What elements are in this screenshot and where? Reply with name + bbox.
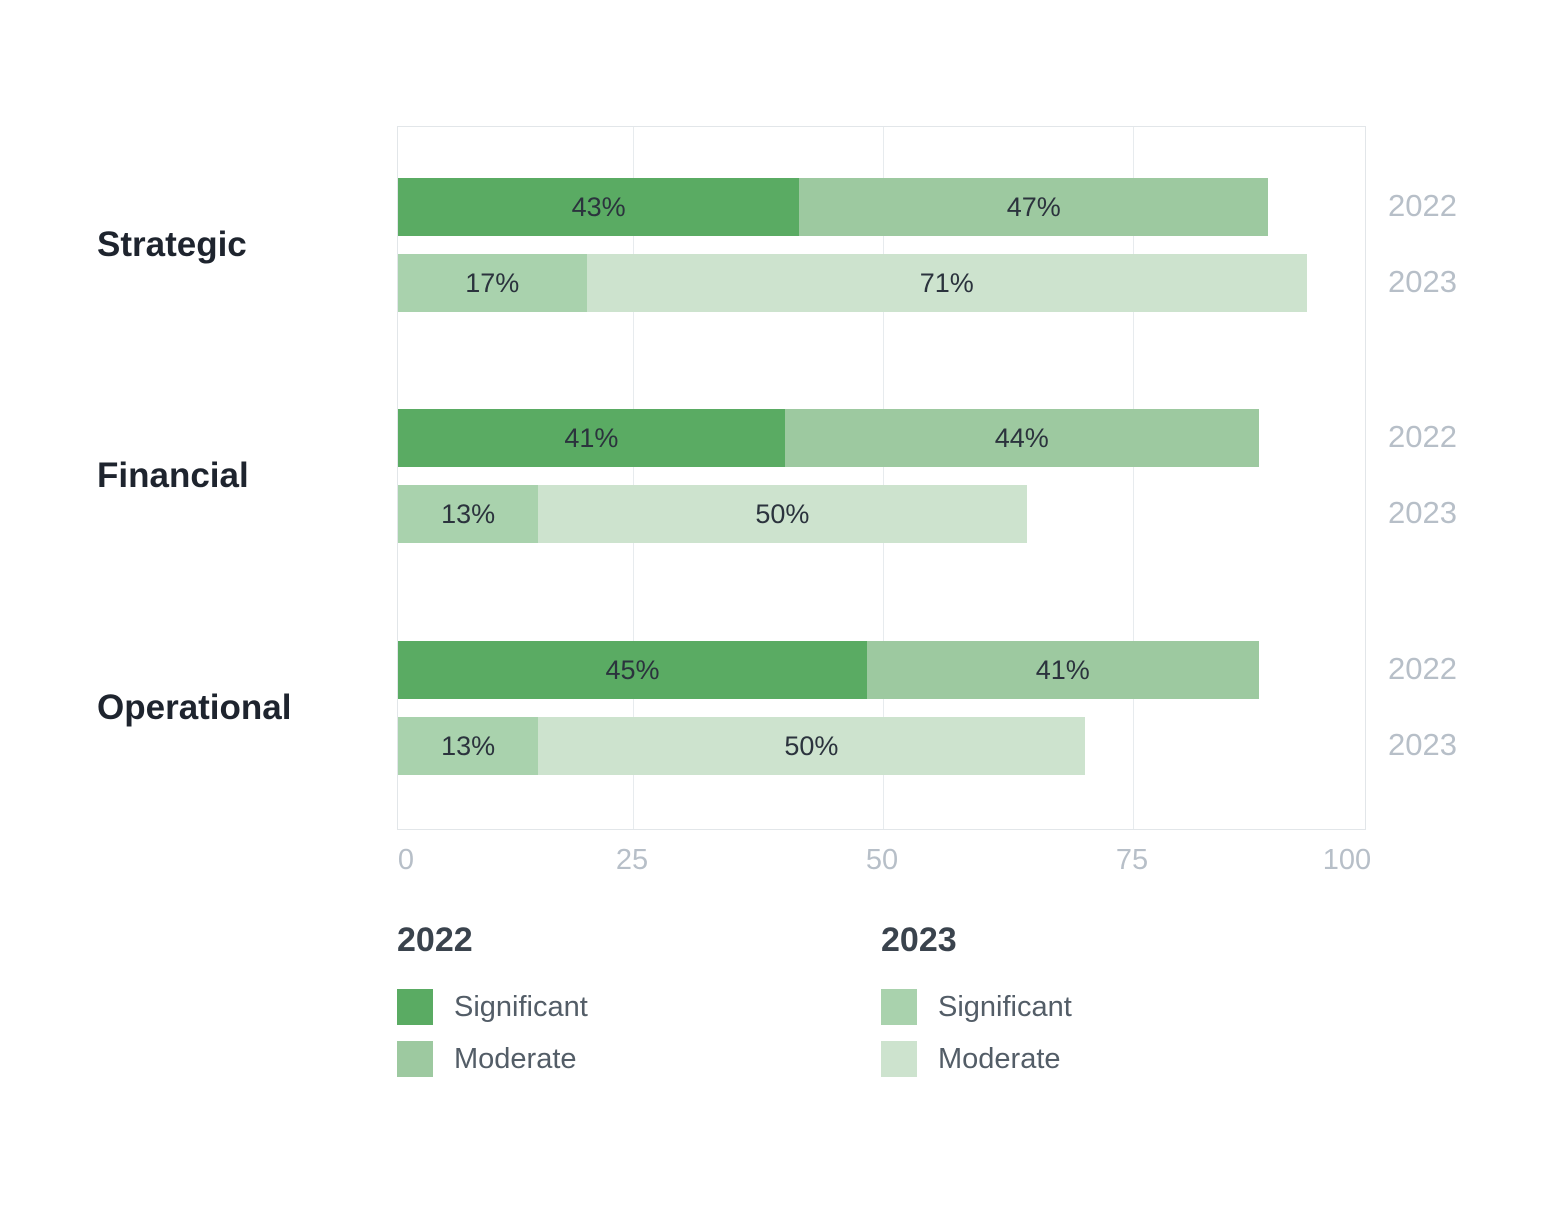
x-tick-label: 50 [865,844,899,876]
bar-segment-label: 41% [564,422,619,453]
bar-segment: 45% [398,641,867,699]
legend-item-label: Significant [454,990,588,1023]
legend-group-title: 2022 [397,921,473,959]
bar-row: 13% 50% [398,485,1365,543]
bar-segment: 47% [799,178,1269,236]
x-tick-label: 100 [1322,844,1372,876]
bar-row: 43% 47% [398,178,1365,236]
bar-segment: 41% [398,409,785,467]
legend-swatch [397,989,433,1025]
bar-row: 41% 44% [398,409,1365,467]
x-tick-label: 25 [615,844,649,876]
year-label: 2022 [1388,419,1457,454]
legend-item: Significant [397,989,588,1025]
year-label: 2022 [1388,651,1457,686]
category-label: Financial [97,456,249,495]
bar-segment-label: 71% [919,267,974,298]
bar-segment-label: 13% [441,730,496,761]
bar-segment: 13% [398,717,539,775]
legend-item: Moderate [881,1041,1072,1077]
category-label: Strategic [97,225,247,264]
legend-group: 2022 Significant Moderate [397,922,588,1093]
bar-segment-label: 17% [465,267,520,298]
legend-item: Significant [881,989,1072,1025]
plot-area: 43% 47% 17% 71% 41% 44% 13% 50% 45% 41% 13% 50% [397,126,1366,830]
year-label: 2023 [1388,727,1457,762]
legend-swatch [397,1041,433,1077]
category-label: Operational [97,688,292,727]
bar-segment: 17% [398,254,587,312]
year-label: 2023 [1388,495,1457,530]
legend-item: Moderate [397,1041,588,1077]
bar-segment-label: 47% [1006,191,1061,222]
legend-item-label: Significant [938,990,1072,1023]
bar-segment: 43% [398,178,800,236]
legend-swatch [881,989,917,1025]
bar-segment-label: 41% [1035,654,1090,685]
bar-segment-label: 45% [605,654,660,685]
bar-segment-label: 43% [571,191,626,222]
bar-row: 17% 71% [398,254,1365,312]
bar-segment-label: 50% [755,498,810,529]
gridline [1133,127,1134,829]
gridline [883,127,884,829]
bar-row: 13% 50% [398,717,1365,775]
x-tick-label: 75 [1115,844,1149,876]
legend-group-title: 2023 [881,921,957,959]
bar-segment: 13% [398,485,539,543]
x-tick-label: 0 [397,844,415,876]
bar-segment-label: 13% [441,498,496,529]
legend-item-label: Moderate [454,1042,577,1075]
legend-swatch [881,1041,917,1077]
bar-segment: 44% [784,409,1259,467]
bar-segment-label: 44% [994,422,1049,453]
bar-row: 45% 41% [398,641,1365,699]
legend-group: 2023 Significant Moderate [881,922,1072,1093]
gridline [633,127,634,829]
bar-segment: 71% [586,254,1307,312]
bar-segment: 41% [866,641,1259,699]
year-label: 2022 [1388,188,1457,223]
bar-segment-label: 50% [784,730,839,761]
legend-item-label: Moderate [938,1042,1061,1075]
bar-segment: 50% [538,485,1027,543]
bar-segment: 50% [538,717,1085,775]
year-label: 2023 [1388,264,1457,299]
